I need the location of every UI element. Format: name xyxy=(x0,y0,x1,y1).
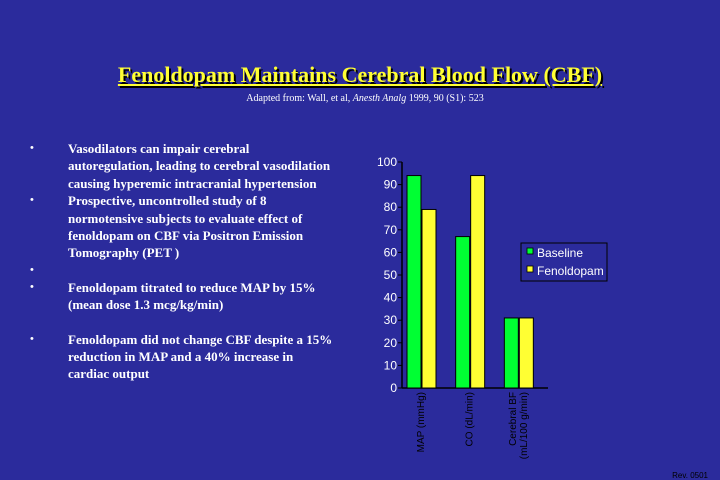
legend-swatch xyxy=(526,265,534,273)
bullet-item: • Prospective, uncontrolled study of 8 no… xyxy=(30,192,335,262)
bar-fenoldopam xyxy=(518,317,534,389)
category-label: MAP (mmHg) xyxy=(416,392,427,452)
y-tick-label: 100 xyxy=(377,155,397,169)
bullet-dot: • xyxy=(30,332,34,345)
slide-subtitle: Adapted from: Wall, et al, Anesth Analg … xyxy=(0,93,720,104)
bullet-dot: • xyxy=(30,263,34,276)
bullet-item: • Fenoldopam did not change CBF despite a… xyxy=(30,331,335,383)
y-tick-label: 0 xyxy=(390,381,397,395)
y-tick-label: 40 xyxy=(384,291,398,305)
revision-label: Rev. 0501 xyxy=(672,471,708,480)
bar-fenoldopam xyxy=(421,208,437,389)
legend-box xyxy=(520,242,608,282)
bullet-dot: • xyxy=(30,142,34,154)
y-tick-label: 60 xyxy=(384,245,398,259)
bullet-text: Prospective, uncontrolled study of 8 nor… xyxy=(68,193,304,261)
y-tick-label: 50 xyxy=(384,268,398,282)
bullet-dot: • xyxy=(30,194,34,207)
bar-fenoldopam xyxy=(470,175,486,389)
legend-label: Baseline xyxy=(537,246,583,260)
category-label: CO (dL/min) xyxy=(465,392,476,446)
bullet-text: Vasodilators can impair cerebral autoreg… xyxy=(68,141,331,191)
y-tick-label: 70 xyxy=(384,223,398,237)
subtitle-prefix: Adapted from: Wall, et al, xyxy=(246,93,353,104)
y-tick-label: 90 xyxy=(384,178,398,192)
bar-baseline xyxy=(503,317,519,389)
slide-title: Fenoldopam Maintains Cerebral Blood Flow… xyxy=(117,62,603,87)
y-tick-label: 30 xyxy=(384,313,398,327)
bar-baseline xyxy=(455,236,471,389)
y-tick-label: 20 xyxy=(384,336,398,350)
y-tick-label: 10 xyxy=(384,358,398,372)
y-tick-label: 80 xyxy=(384,200,398,214)
category-label: Cerebral BF xyxy=(508,392,519,446)
bullet-item: • Fenoldopam titrated to reduce MAP by 15… xyxy=(30,279,335,314)
bar-baseline xyxy=(406,175,422,389)
bullet-text: Fenoldopam did not change CBF despite a … xyxy=(68,331,333,382)
bullet-item: • xyxy=(30,262,335,279)
subtitle-journal: Anesth Analg xyxy=(352,93,407,104)
bullet-list: • Vasodilators can impair cerebral autore… xyxy=(30,140,335,383)
legend-swatch xyxy=(526,247,534,255)
category-label: (mL/100 g/min) xyxy=(519,392,530,459)
subtitle-suffix: 1999, 90 (S1): 523 xyxy=(406,93,484,104)
bullet-dot: • xyxy=(30,280,34,293)
bullet-text: Fenoldopam titrated to reduce MAP by 15%… xyxy=(68,279,316,313)
bullet-item: • Vasodilators can impair cerebral autore… xyxy=(30,140,335,192)
legend-label: Fenoldopam xyxy=(537,264,604,278)
